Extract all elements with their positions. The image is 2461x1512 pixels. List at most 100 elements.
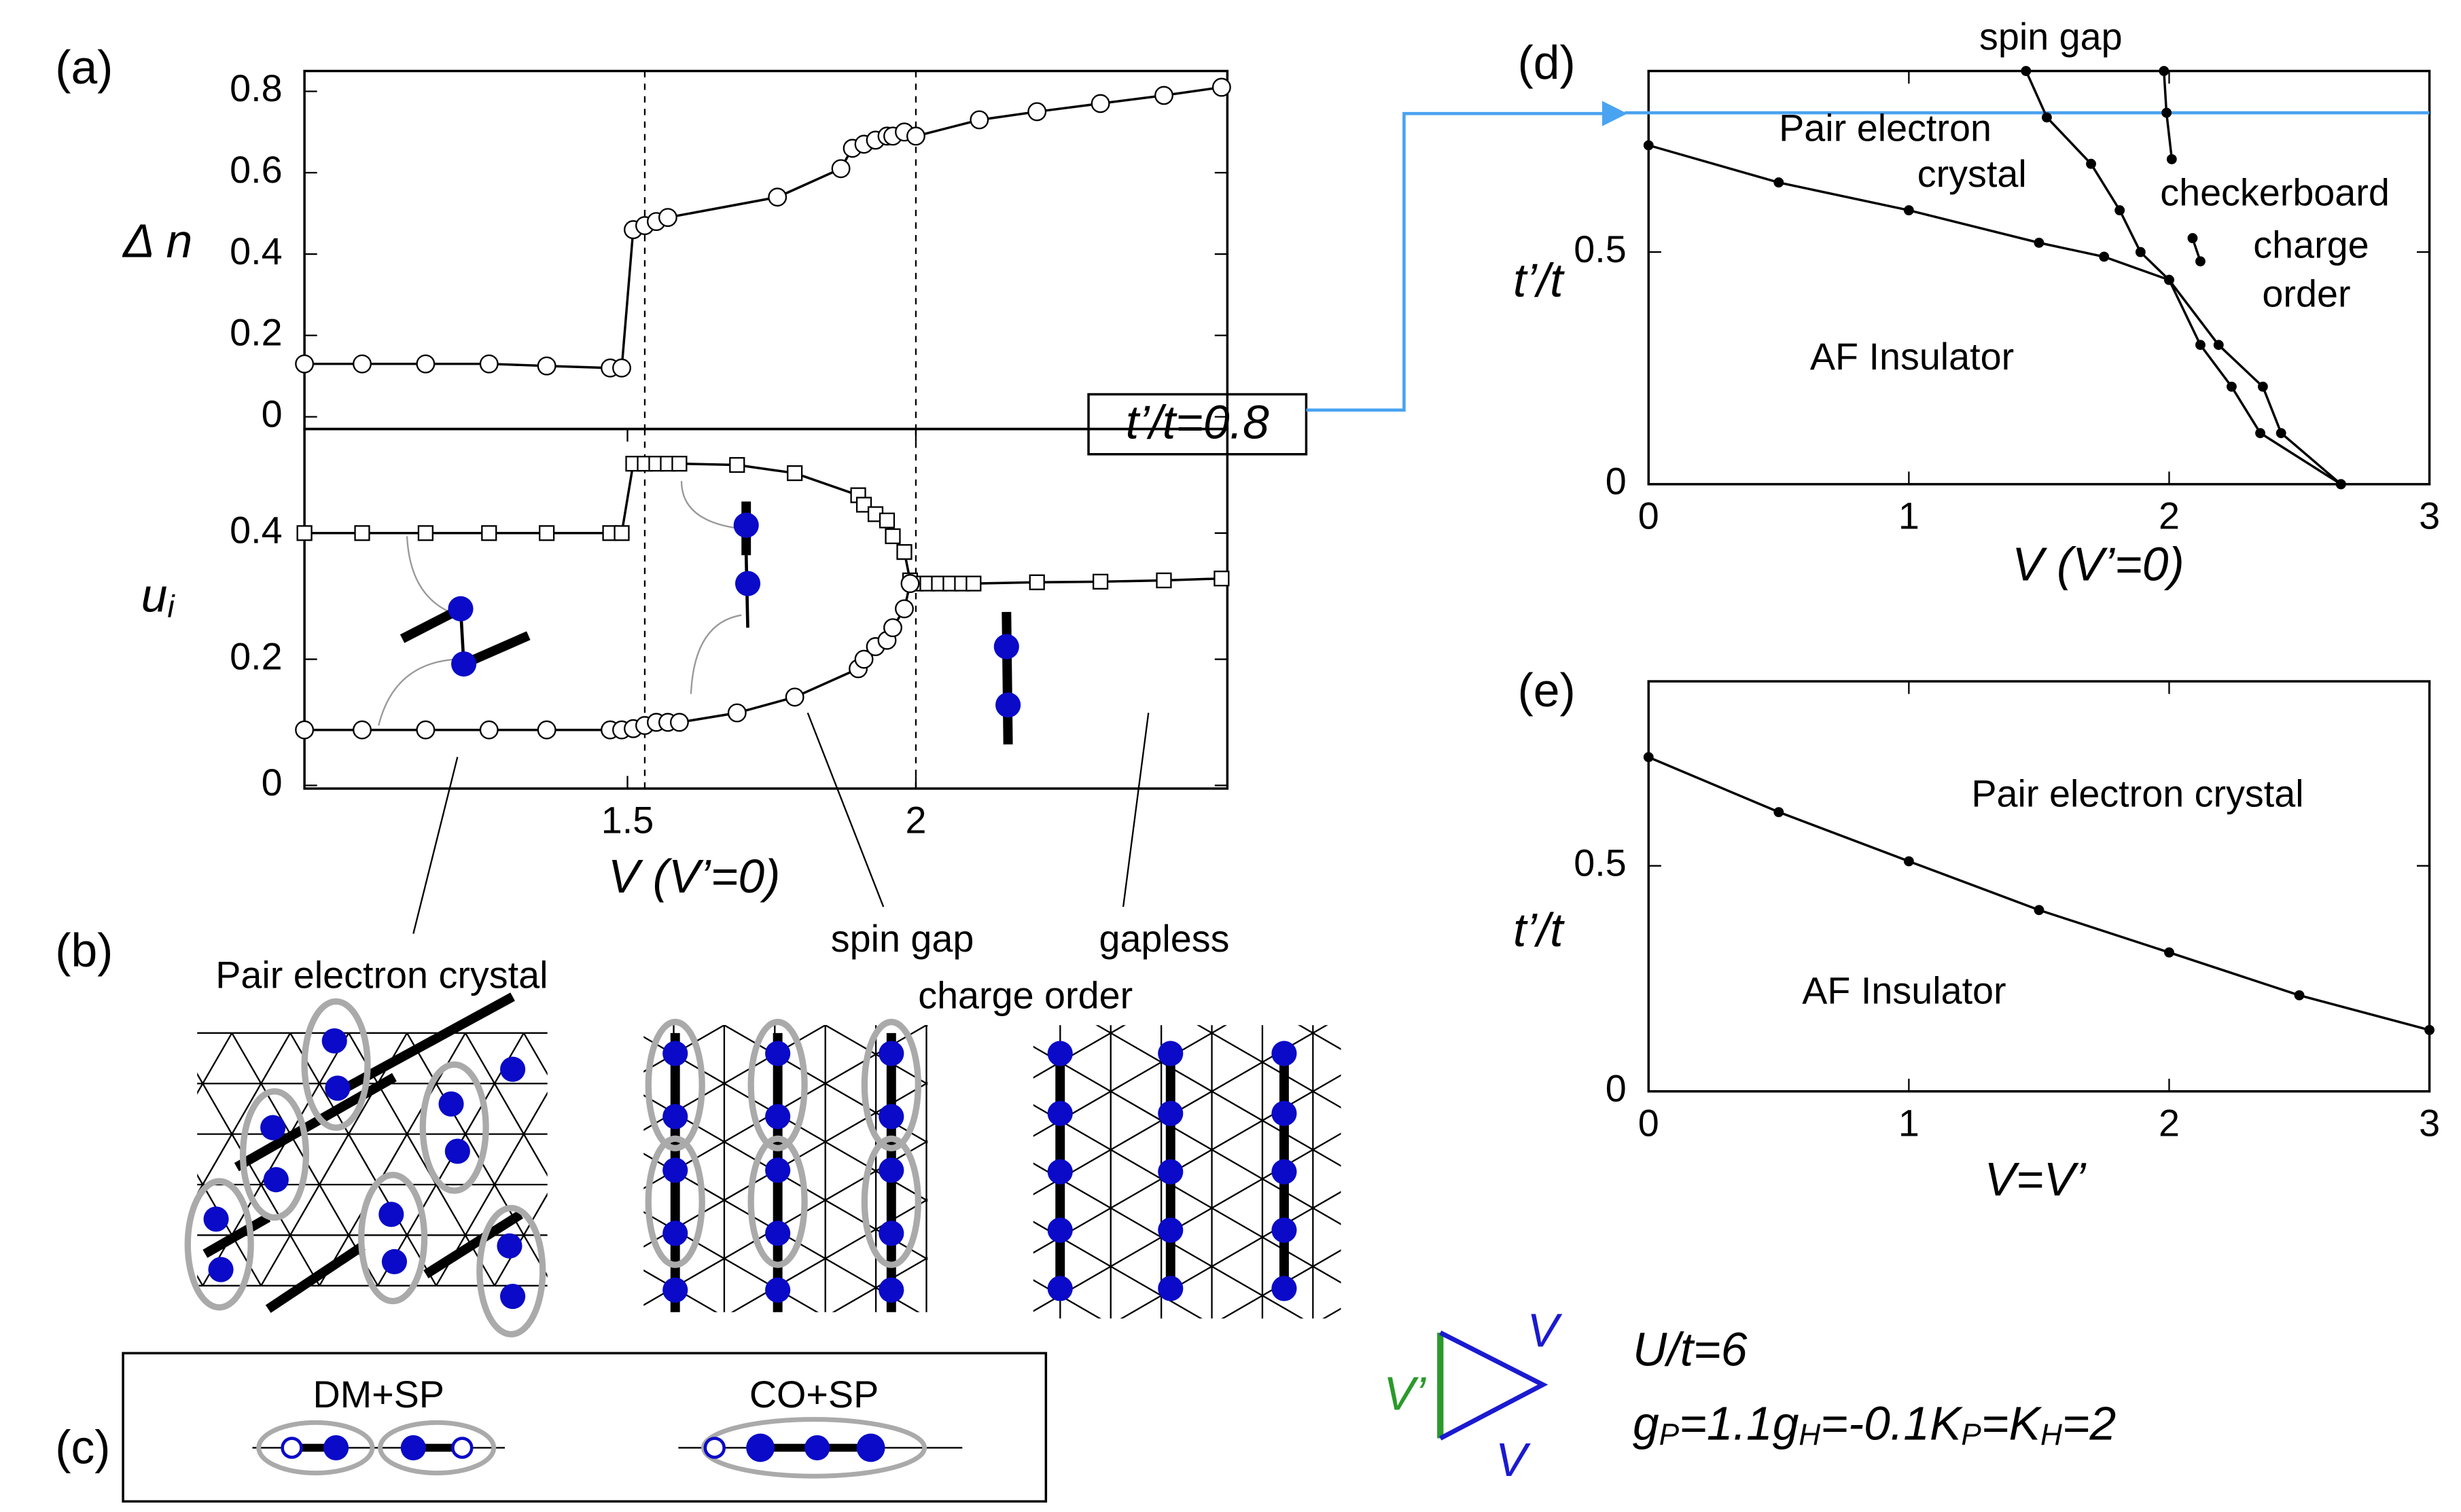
lattice-bond [582,1235,612,1285]
phase-title: gapless [1099,918,1229,960]
y-tick-label: 0.4 [230,230,282,272]
lattice-bond [197,1173,204,1185]
bond-triangle [1437,1330,1548,1441]
lattice-bond [1161,975,1211,1004]
lattice-bond [115,1235,144,1285]
lattice-bond [1110,1207,1162,1238]
x-axis-label: V (V’=0) [608,850,781,903]
lattice-bond [1110,1032,1162,1063]
lattice-bond [144,1033,173,1083]
series-line [304,86,1222,370]
plot-frame [303,427,1229,790]
y-tick-label: 0 [1606,1067,1627,1109]
param-value: =1.1 [1679,1397,1772,1450]
lattice-bond [348,1134,379,1185]
lattice-bond [925,1199,928,1202]
bond-label: V [1527,1304,1562,1357]
lattice-bond [1161,1354,1211,1383]
square-marker [896,544,913,560]
electron [451,651,477,677]
dot-marker [2166,154,2177,164]
lattice-bond [1033,1236,1061,1254]
circle-marker [727,703,747,723]
circle-marker [1154,86,1173,105]
circle-marker [970,110,989,130]
lattice-bond [1120,1295,1162,1319]
electron [995,692,1021,718]
dot-marker [2164,947,2174,958]
electron [733,512,759,538]
lattice-bond [202,1032,233,1084]
circle-marker [906,126,925,146]
lattice-bond [435,1032,466,1084]
lattice-bond [1312,1074,1341,1092]
lattice-bond [582,1083,612,1134]
circle-marker [900,574,920,594]
electron [1271,1041,1297,1066]
lattice-bond [260,1184,291,1236]
electron [448,596,474,622]
electron [1158,1100,1184,1126]
lattice-bond [1033,1061,1061,1079]
dot-marker [1903,205,1914,216]
circle-marker [479,720,499,740]
dot-marker [2114,205,2125,216]
lattice-bond [1262,1295,1304,1319]
lattice-bond [86,1235,116,1285]
callout-box [1087,393,1308,456]
lattice-bond [1312,1249,1341,1267]
lattice-bond [464,1032,495,1084]
electron [734,571,761,596]
lattice-bond [115,1134,144,1185]
dot-marker [2041,112,2052,123]
panel-label: (a) [55,41,113,94]
lattice-bond [724,1025,726,1026]
bond-label: V’ [1383,1367,1426,1420]
electron [1047,1217,1073,1243]
electron [321,1028,347,1054]
electron [879,1221,904,1246]
pair-ellipse [419,1061,489,1194]
lattice-bond [1010,1325,1060,1354]
circle-marker [612,358,631,378]
square-marker [885,528,901,545]
lattice-bond [825,1257,877,1289]
panel-label: (e) [1518,664,1576,717]
plot-frame [1647,680,2431,1093]
lattice-bond [144,1235,173,1285]
lattice-bond [1111,1325,1161,1354]
config-diagrams [252,1417,963,1479]
dot-marker [2257,381,2268,392]
lattice-bond [1110,1265,1162,1297]
lattice-bond [377,1083,408,1135]
electron [662,1104,688,1130]
lattice-bond [553,1235,582,1285]
lattice-bond [582,1033,612,1083]
lattice-bond [523,1134,548,1177]
lattice-bond [319,1134,350,1185]
callout-arrow [1306,101,1628,412]
strong-bond [202,1213,271,1258]
param-symbol: g [1633,1397,1659,1450]
lattice-bond [775,967,825,996]
lattice-bond [876,1346,926,1375]
dot-marker [2099,251,2110,262]
param-sub: H [2040,1418,2062,1452]
square-marker [417,525,433,541]
lattice-bond [1197,1025,1213,1034]
electron [765,1041,791,1066]
square-marker [966,575,982,592]
electron [260,1115,286,1140]
lattice-bond [1033,1178,1061,1195]
x-tick-label: 1 [1898,1102,1919,1145]
param-sub: P [1659,1418,1680,1452]
plot-frame [1647,69,2431,486]
dot-marker [2195,256,2206,267]
electron [208,1257,234,1282]
lattice-bond [1059,1119,1112,1151]
lattice-bond [775,1317,825,1346]
lattice-bond [1110,1178,1162,1209]
circle-marker [883,618,902,638]
lattice-bond [1211,1178,1263,1209]
